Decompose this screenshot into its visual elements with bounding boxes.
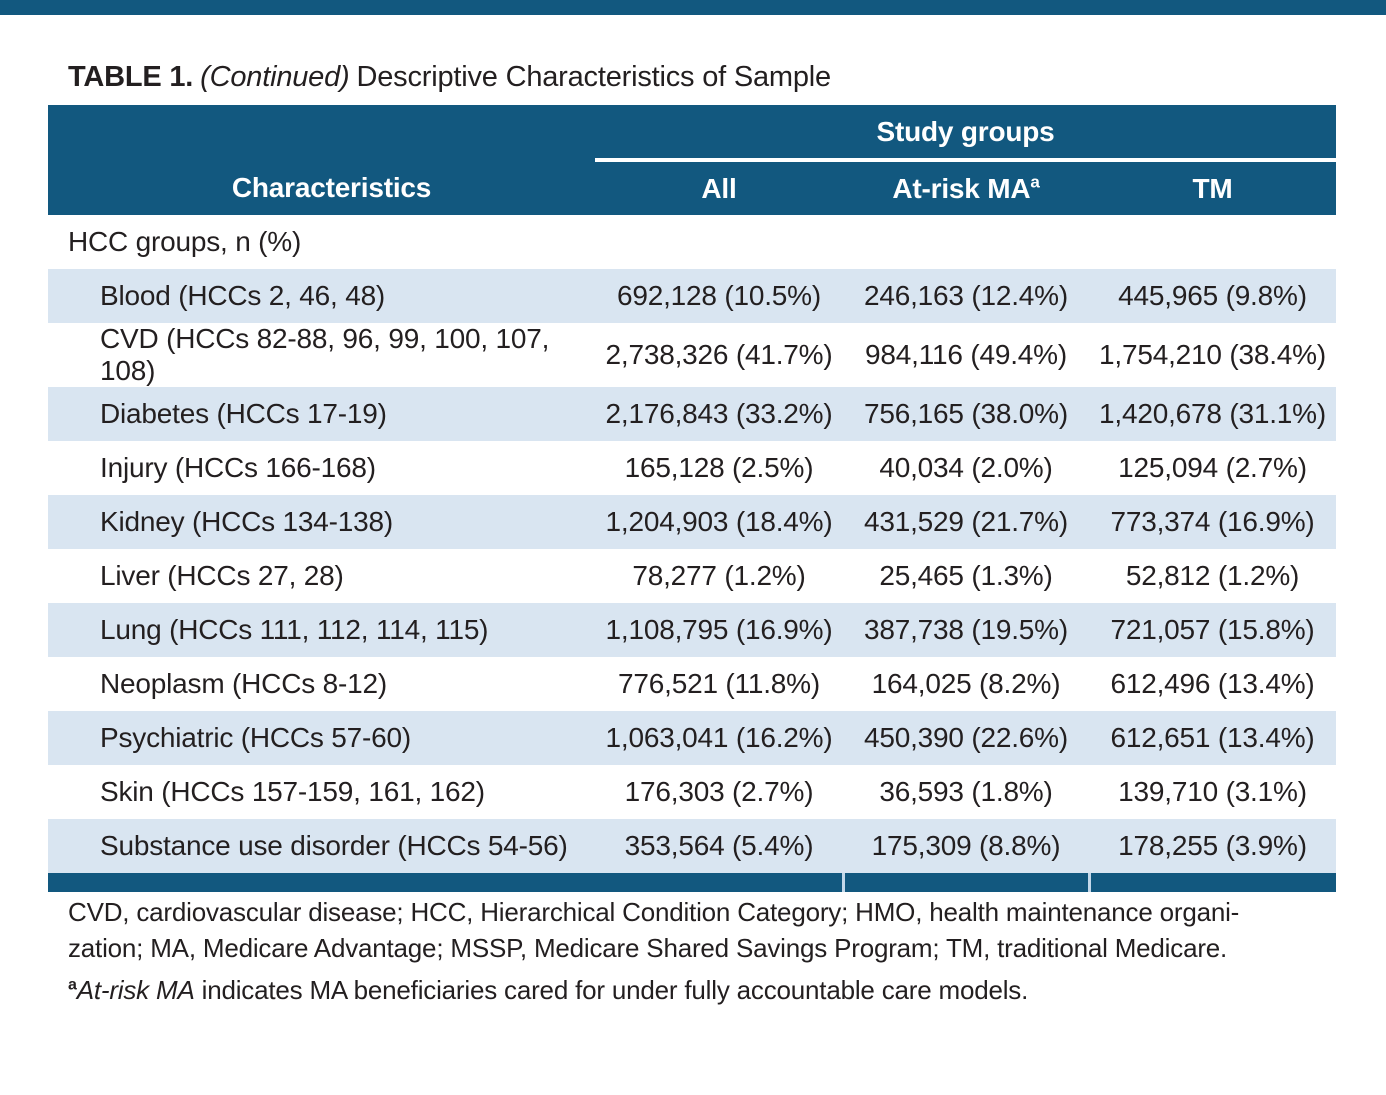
cell-tm: 612,651 (13.4%)	[1110, 722, 1315, 753]
cell-tm: 445,965 (9.8%)	[1118, 280, 1307, 311]
footnote-a-superscript: a	[68, 976, 77, 994]
cell-all: 176,303 (2.7%)	[624, 776, 814, 807]
table-row: Neoplasm (HCCs 8-12) 776,521 (11.8%) 164…	[48, 657, 1336, 711]
group-header-row: Study groups	[48, 105, 1337, 162]
row-label: Injury (HCCs 166-168)	[100, 452, 376, 483]
cell-all: 2,738,326 (41.7%)	[605, 339, 833, 370]
cell-all: 165,128 (2.5%)	[624, 452, 814, 483]
table-continued-label: (Continued)	[200, 61, 350, 93]
row-label: Diabetes (HCCs 17-19)	[100, 398, 387, 429]
bottom-bar-segment	[48, 873, 595, 892]
footnote-a: aAt-risk MA indicates MA beneficiaries c…	[68, 972, 1330, 1008]
cell-tm: 139,710 (3.1%)	[1118, 776, 1307, 807]
row-label: Substance use disorder (HCCs 54-56)	[100, 830, 568, 861]
table-row: Blood (HCCs 2, 46, 48) 692,128 (10.5%) 2…	[48, 269, 1337, 323]
empty-cell	[843, 215, 1089, 269]
cell-tm: 721,057 (15.8%)	[1110, 614, 1315, 645]
table-row: Psychiatric (HCCs 57-60) 1,063,041 (16.2…	[48, 711, 1337, 765]
cell-at-risk-ma: 40,034 (2.0%)	[879, 452, 1053, 483]
section-header-label: HCC groups, n (%)	[68, 226, 302, 257]
cell-tm: 125,094 (2.7%)	[1118, 452, 1307, 483]
at-risk-ma-superscript: a	[1030, 172, 1040, 192]
row-label: Neoplasm (HCCs 8-12)	[100, 668, 387, 699]
empty-cell	[1089, 215, 1336, 269]
cell-at-risk-ma: 984,116 (49.4%)	[865, 339, 1067, 370]
table-bottom-bar	[48, 873, 1337, 892]
row-label: Liver (HCCs 27, 28)	[100, 560, 344, 591]
cell-at-risk-ma: 164,025 (8.2%)	[871, 668, 1061, 699]
cell-tm: 612,496 (13.4%)	[1110, 668, 1315, 699]
section-row: HCC groups, n (%)	[48, 215, 1336, 269]
table-row: Diabetes (HCCs 17-19) 2,176,843 (33.2%) …	[48, 387, 1337, 441]
table-body: HCC groups, n (%) Blood (HCCs 2, 46, 48)…	[48, 215, 1337, 892]
cell-at-risk-ma: 25,465 (1.3%)	[879, 560, 1053, 591]
cell-at-risk-ma: 36,593 (1.8%)	[879, 776, 1053, 807]
cell-at-risk-ma: 756,165 (38.0%)	[863, 398, 1069, 429]
table-number: TABLE 1.	[68, 61, 194, 93]
cell-tm: 178,255 (3.9%)	[1118, 830, 1307, 861]
cell-all: 2,176,843 (33.2%)	[605, 398, 833, 429]
footnote-a-text: indicates MA beneficiaries cared for und…	[194, 975, 1029, 1005]
cell-all: 1,108,795 (16.9%)	[605, 614, 833, 645]
row-label: Skin (HCCs 157-159, 161, 162)	[100, 776, 485, 807]
cell-all: 1,063,041 (16.2%)	[605, 722, 833, 753]
cell-all: 1,204,903 (18.4%)	[605, 506, 833, 537]
table-header: Study groups Characteristics All At-risk…	[48, 105, 1337, 215]
table-row: Injury (HCCs 166-168) 165,128 (2.5%) 40,…	[48, 441, 1336, 495]
top-accent-bar	[0, 0, 1386, 15]
row-label: Kidney (HCCs 134-138)	[100, 506, 394, 537]
table-row: CVD (HCCs 82-88, 96, 99, 100, 107, 108) …	[48, 323, 1336, 387]
abbreviations-note: CVD, cardiovascular disease; HCC, Hierar…	[68, 894, 1330, 966]
abbreviations-line-2: zation; MA, Medicare Advantage; MSSP, Me…	[68, 933, 1228, 963]
abbreviations-line-1: CVD, cardiovascular disease; HCC, Hierar…	[68, 897, 1240, 927]
table-row: Skin (HCCs 157-159, 161, 162) 176,303 (2…	[48, 765, 1336, 819]
row-label: Psychiatric (HCCs 57-60)	[100, 722, 412, 753]
column-header-characteristics: Characteristics	[48, 160, 595, 215]
column-header-tm: TM	[1089, 160, 1337, 215]
cell-tm: 773,374 (16.9%)	[1110, 506, 1315, 537]
cell-all: 776,521 (11.8%)	[618, 668, 820, 699]
bottom-bar-segment	[841, 873, 1089, 892]
cell-all: 353,564 (5.4%)	[624, 830, 814, 861]
cell-all: 78,277 (1.2%)	[632, 560, 806, 591]
cell-tm: 1,754,210 (38.4%)	[1099, 339, 1326, 370]
row-label: Lung (HCCs 111, 112, 114, 115)	[100, 614, 489, 645]
study-groups-header: Study groups	[595, 105, 1337, 162]
bottom-bar-segment	[595, 873, 843, 892]
cell-tm: 52,812 (1.2%)	[1125, 560, 1300, 591]
table-title: TABLE 1. (Continued) Descriptive Character…	[68, 61, 831, 94]
table-title-text: Descriptive Characteristics of Sample	[356, 61, 831, 93]
column-header-all: All	[595, 160, 843, 215]
table-row: Substance use disorder (HCCs 54-56) 353,…	[48, 819, 1337, 873]
cell-at-risk-ma: 246,163 (12.4%)	[863, 280, 1069, 311]
cell-at-risk-ma: 431,529 (21.7%)	[863, 506, 1069, 537]
cell-at-risk-ma: 387,738 (19.5%)	[863, 614, 1069, 645]
column-header-row: Characteristics All At-risk MAa TM	[48, 160, 1337, 215]
footnote-a-term: At-risk MA	[76, 975, 195, 1005]
row-label: CVD (HCCs 82-88, 96, 99, 100, 107, 108)	[100, 323, 550, 386]
row-label: Blood (HCCs 2, 46, 48)	[100, 280, 386, 311]
cell-all: 692,128 (10.5%)	[616, 280, 822, 311]
footnotes: CVD, cardiovascular disease; HCC, Hierar…	[68, 894, 1330, 1008]
table-row: Kidney (HCCs 134-138) 1,204,903 (18.4%) …	[48, 495, 1337, 549]
table-row: Liver (HCCs 27, 28) 78,277 (1.2%) 25,465…	[48, 549, 1336, 603]
bottom-bar-segment	[1087, 873, 1337, 892]
column-header-at-risk-ma: At-risk MAa	[843, 160, 1089, 215]
at-risk-ma-label: At-risk MA	[892, 172, 1031, 204]
cell-tm: 1,420,678 (31.1%)	[1099, 398, 1326, 429]
cell-at-risk-ma: 175,309 (8.8%)	[871, 830, 1061, 861]
cell-at-risk-ma: 450,390 (22.6%)	[863, 722, 1069, 753]
table-row: Lung (HCCs 111, 112, 114, 115) 1,108,795…	[48, 603, 1337, 657]
empty-cell	[595, 215, 843, 269]
descriptive-characteristics-table: Study groups Characteristics All At-risk…	[48, 105, 1337, 892]
empty-header-cell	[48, 105, 595, 160]
